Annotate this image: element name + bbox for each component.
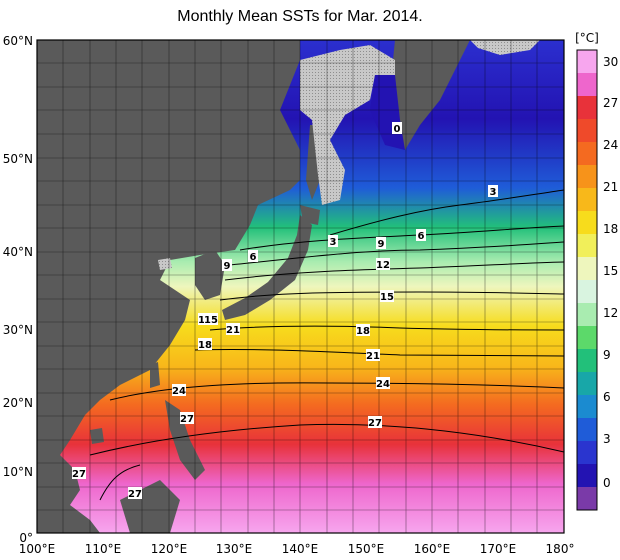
contour-label: 27 xyxy=(128,489,142,500)
isotherm-15 xyxy=(219,291,565,301)
contour-label: 3 xyxy=(330,237,337,248)
contour-label: 9 xyxy=(378,239,385,250)
colorbar-cell xyxy=(577,418,597,442)
contour-label: 21 xyxy=(226,325,240,336)
map-title: Monthly Mean SSTs for Mar. 2014. xyxy=(177,8,423,25)
indochina-landmass xyxy=(37,455,100,533)
colorbar-tick: 3 xyxy=(603,432,611,446)
colorbar-cell xyxy=(577,487,597,511)
colorbar-tick: 27 xyxy=(603,96,618,110)
contour-label: 21 xyxy=(366,351,380,362)
lon-label: 100°E xyxy=(19,542,56,556)
taiwan-landmass xyxy=(150,362,160,388)
colorbar-cell xyxy=(577,349,597,373)
hokkaido-landmass xyxy=(300,205,320,225)
lat-label: 60°N xyxy=(3,34,33,48)
colorbar-cell xyxy=(577,73,597,97)
colorbar-tick: 9 xyxy=(603,348,611,362)
lon-label: 150°E xyxy=(348,542,385,556)
contour-label: 0 xyxy=(394,124,401,135)
isotherm-18 xyxy=(209,325,565,331)
colorbar-tick: 30 xyxy=(603,55,618,69)
colorbar-cells xyxy=(577,50,597,511)
colorbar-cell xyxy=(577,188,597,212)
colorbar-tick: 12 xyxy=(603,306,618,320)
lat-label: 30°N xyxy=(3,323,33,337)
colorbar-tick: 18 xyxy=(603,222,618,236)
colorbar-cell xyxy=(577,50,597,74)
lon-labels: 100°E 110°E 120°E 130°E 140°E 150°E 160°… xyxy=(19,542,575,556)
hainan-landmass xyxy=(90,428,104,444)
contour-label: 24 xyxy=(376,379,390,390)
contour-label: 27 xyxy=(180,414,194,425)
colorbar-tick: 15 xyxy=(603,264,618,278)
lat-label: 40°N xyxy=(3,245,33,259)
colorbar-cell xyxy=(577,395,597,419)
contour-label: 18 xyxy=(356,326,370,337)
lat-label: 20°N xyxy=(3,396,33,410)
contour-labels: 0 3 3 6 9 6 9 12 15 12 18 15 21 21 18 24… xyxy=(72,122,498,500)
contour-label: 9 xyxy=(224,261,231,272)
contour-label: 24 xyxy=(172,386,186,397)
lon-label: 180° xyxy=(546,542,575,556)
colorbar-cell xyxy=(577,234,597,258)
lon-label: 170°E xyxy=(480,542,517,556)
colorbar-cell xyxy=(577,464,597,488)
asia-landmass xyxy=(37,40,300,455)
graticule xyxy=(37,40,564,533)
isotherm-12 xyxy=(224,261,565,281)
colorbar-cell xyxy=(577,257,597,281)
contour-label: 6 xyxy=(418,231,425,242)
kamchatka-landmass xyxy=(390,40,470,150)
lon-label: 140°E xyxy=(282,542,319,556)
isotherm-9 xyxy=(229,241,565,266)
colorbar-cell xyxy=(577,372,597,396)
okhotsk-ice xyxy=(300,45,395,205)
colorbar-cell xyxy=(577,441,597,465)
colorbar-tick: 24 xyxy=(603,138,618,152)
contour-label: 6 xyxy=(250,252,257,263)
isotherm-21 xyxy=(194,348,565,357)
lat-label: 50°N xyxy=(3,152,33,166)
contour-label: 27 xyxy=(72,469,86,480)
contour-label: 27 xyxy=(368,418,382,429)
map-frame xyxy=(36,39,565,534)
contour-label: 12 xyxy=(376,260,390,271)
colorbar: [°C] 30 27 24 21 18 15 12 9 6 3 0 xyxy=(575,31,618,511)
lon-label: 120°E xyxy=(151,542,188,556)
colorbar-unit: [°C] xyxy=(575,31,599,45)
lat-labels: 60°N 50°N 40°N 30°N 20°N 10°N 0° xyxy=(3,34,33,545)
contour-label: 15 xyxy=(204,315,218,326)
colorbar-cell xyxy=(577,165,597,189)
colorbar-cell xyxy=(577,96,597,120)
lat-label: 0° xyxy=(19,531,33,545)
colorbar-tick: 21 xyxy=(603,180,618,194)
lon-label: 110°E xyxy=(85,542,122,556)
colorbar-frame xyxy=(576,49,598,511)
lon-label: 160°E xyxy=(414,542,451,556)
colorbar-cell xyxy=(577,303,597,327)
contour-label: 3 xyxy=(490,187,497,198)
colorbar-tick: 0 xyxy=(603,476,611,490)
contour-label: 15 xyxy=(380,292,394,303)
colorbar-cell xyxy=(577,119,597,143)
lon-label: 130°E xyxy=(216,542,253,556)
colorbar-cell xyxy=(577,211,597,235)
bohai-ice xyxy=(158,258,172,270)
lat-label: 10°N xyxy=(3,465,33,479)
sea-ice xyxy=(158,40,540,270)
colorbar-tick: 6 xyxy=(603,390,611,404)
colorbar-cell xyxy=(577,326,597,350)
bering-ice xyxy=(470,40,540,55)
contour-label: 18 xyxy=(198,340,212,351)
colorbar-cell xyxy=(577,280,597,304)
colorbar-cell xyxy=(577,142,597,166)
